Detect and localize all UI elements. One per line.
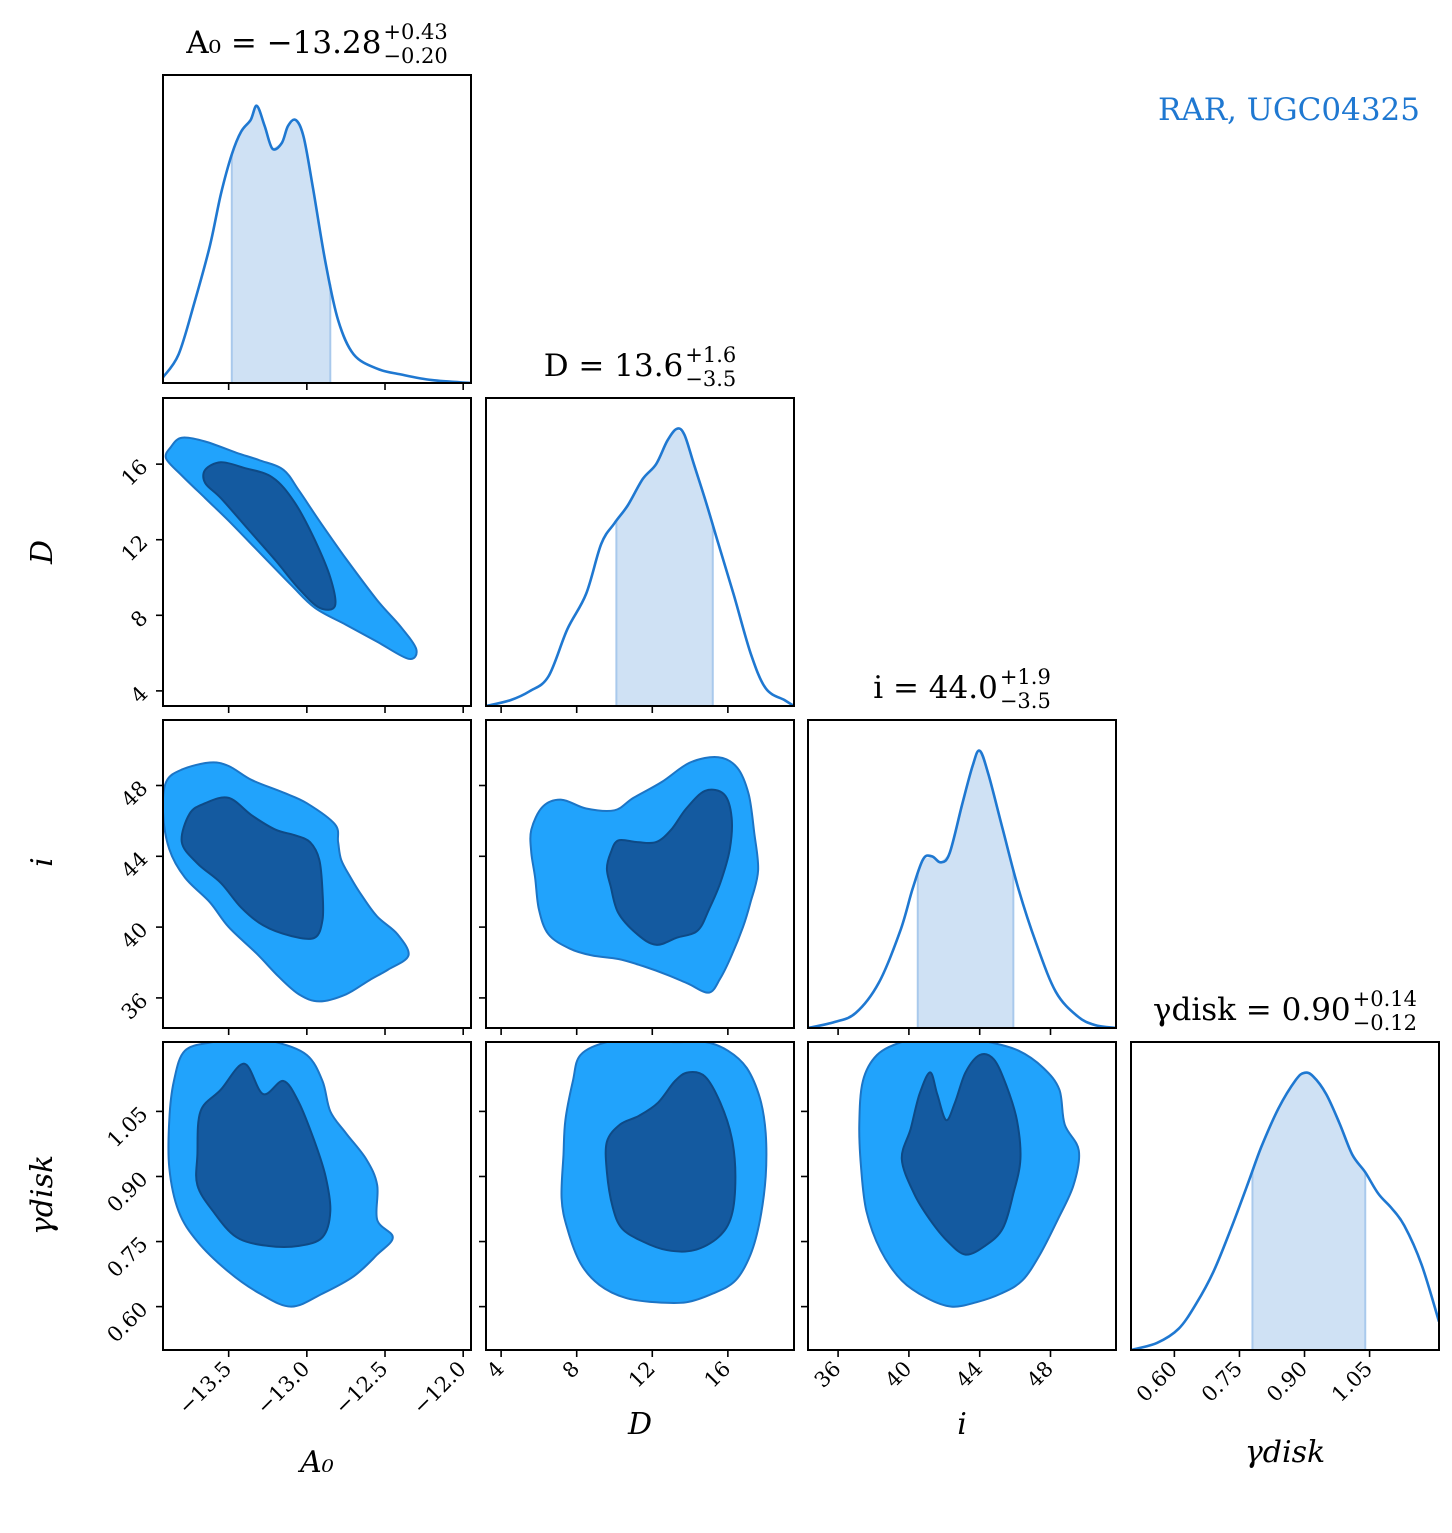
marginal-density-line [1131, 1071, 1439, 1350]
title-error-minus: −3.5 [1000, 689, 1051, 713]
contour-inner-region [195, 1062, 332, 1248]
x-axis-label: D [627, 1407, 652, 1442]
y-tick-label: 0.75 [102, 1232, 152, 1282]
x-tick-label: 16 [700, 1357, 736, 1393]
title-error-minus: −3.5 [685, 367, 736, 391]
panel-frame [162, 397, 472, 707]
y-tick-label: 36 [117, 988, 153, 1024]
y-tick-label: 48 [117, 776, 153, 812]
title-main: γdisk = 0.90 [1153, 992, 1351, 1028]
marginal-density-line [163, 104, 471, 383]
panel-frame [485, 1041, 795, 1351]
panel-frame [1130, 1041, 1440, 1351]
panel-title: γdisk = 0.90 +0.14−0.12 [1153, 987, 1417, 1035]
x-tick-label: 36 [810, 1357, 846, 1393]
y-tick-label: 8 [126, 606, 152, 632]
contour-inner-region [900, 1053, 1022, 1256]
title-error-plus: +0.43 [383, 20, 447, 44]
x-tick-label: 0.75 [1197, 1357, 1247, 1407]
title-error-plus: +0.14 [1353, 987, 1417, 1011]
title-error-plus: +1.9 [1000, 665, 1051, 689]
x-tick-label: −12.5 [330, 1357, 392, 1419]
title-error-minus: −0.20 [383, 44, 447, 68]
x-tick-label: 12 [624, 1357, 660, 1393]
y-axis-label: γdisk [25, 1155, 60, 1235]
panel-title: i = 44.0 +1.9−3.5 [873, 665, 1051, 713]
title-error-minus: −0.12 [1353, 1011, 1417, 1035]
panel-title: D = 13.6 +1.6−3.5 [544, 343, 737, 391]
y-axis-label: D [25, 540, 60, 565]
x-tick-label: 48 [1022, 1357, 1058, 1393]
x-axis-label: A₀ [297, 1445, 334, 1480]
y-tick-label: 12 [117, 530, 153, 566]
y-tick-label: 40 [117, 918, 153, 954]
x-tick-label: −13.0 [252, 1357, 314, 1419]
panel-frame [485, 397, 795, 707]
x-tick-label: 40 [881, 1357, 917, 1393]
y-tick-label: 44 [117, 847, 153, 883]
x-tick-label: 8 [558, 1357, 584, 1383]
x-tick-label: 1.05 [1327, 1357, 1377, 1407]
panel-frame [162, 74, 472, 384]
panel-frame [807, 719, 1117, 1029]
credible-interval-fill [1252, 1073, 1366, 1350]
title-error-plus: +1.6 [685, 343, 736, 367]
y-axis-label: i [25, 857, 60, 867]
title-main: D = 13.6 [544, 348, 684, 384]
x-tick-label: 0.90 [1262, 1357, 1312, 1407]
marginal-density-line [486, 427, 794, 706]
panel-frame [162, 719, 472, 1029]
contour-inner-region [605, 788, 733, 946]
legend-label: RAR, UGC04325 [1158, 92, 1420, 128]
x-tick-label: 44 [951, 1357, 987, 1393]
panel-frame [485, 719, 795, 1029]
contour-inner-region [180, 796, 325, 940]
title-main: i = 44.0 [873, 670, 998, 706]
x-axis-label: γdisk [1245, 1435, 1325, 1470]
panel-title: A₀ = −13.28 +0.43−0.20 [185, 20, 448, 68]
panel-frame [162, 1041, 472, 1351]
y-tick-label: 0.90 [102, 1167, 152, 1217]
x-tick-label: −13.5 [174, 1357, 236, 1419]
y-tick-label: 1.05 [102, 1102, 152, 1152]
title-main: A₀ = −13.28 [185, 25, 381, 61]
x-tick-label: −12.0 [408, 1357, 470, 1419]
credible-interval-fill [616, 429, 713, 706]
contour-inner-region [604, 1071, 737, 1253]
credible-interval-fill [231, 106, 331, 383]
contour-inner-region [202, 461, 337, 611]
y-tick-label: 4 [126, 681, 152, 707]
y-tick-label: 16 [117, 455, 153, 491]
x-tick-label: 4 [482, 1357, 508, 1383]
panel-frame [807, 1041, 1117, 1351]
y-tick-label: 0.60 [102, 1297, 152, 1347]
credible-interval-fill [917, 751, 1014, 1028]
x-tick-label: 0.60 [1132, 1357, 1182, 1407]
marginal-density-line [808, 749, 1116, 1028]
x-axis-label: i [957, 1407, 967, 1442]
